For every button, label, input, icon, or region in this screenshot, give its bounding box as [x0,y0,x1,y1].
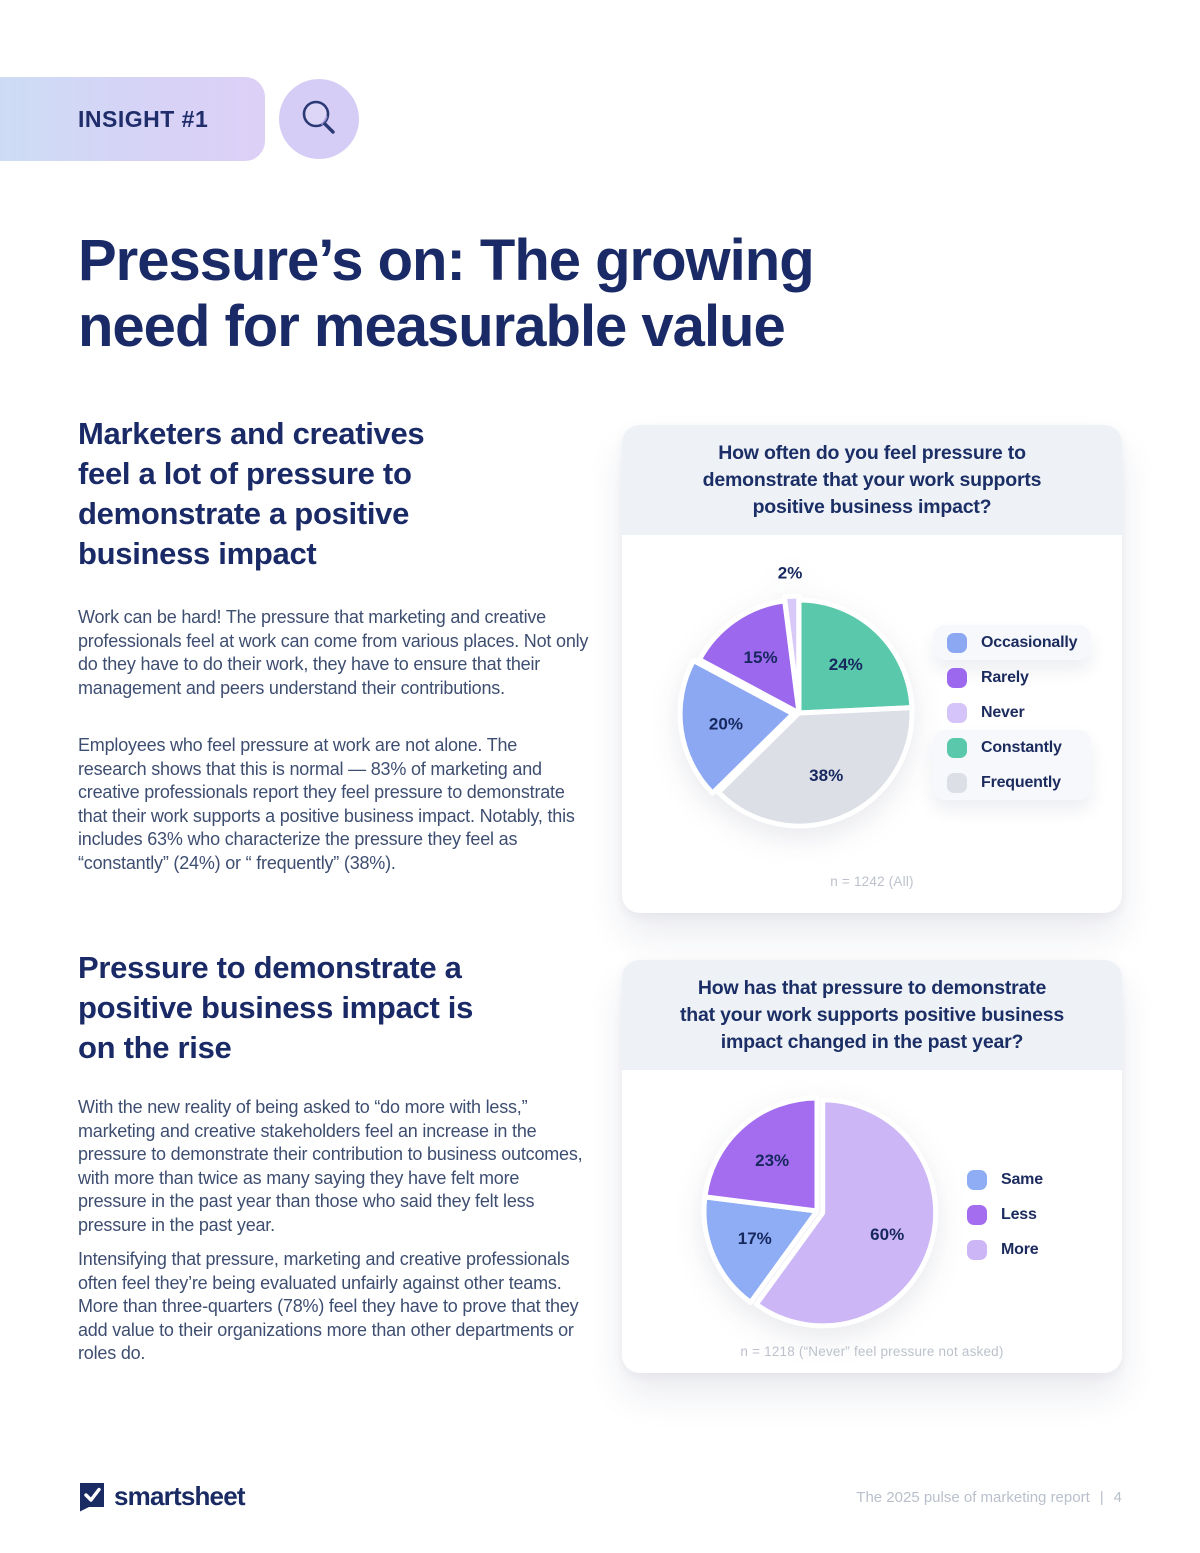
legend-swatch [947,632,967,653]
chart-2-title: How has that pressure to demonstrate tha… [622,960,1122,1070]
legend-item-occasionally: Occasionally [947,625,1078,660]
legend-chip: Constantly Frequently [933,730,1092,800]
legend-swatch [947,667,967,688]
legend-label: Rarely [981,668,1029,686]
footer-report-info: The 2025 pulse of marketing report | 4 [856,1489,1122,1506]
pie-label-less: 23% [755,1151,789,1170]
search-icon-circle [279,79,359,159]
legend-item-more: More [967,1232,1043,1267]
legend-swatch [967,1204,987,1225]
legend-swatch [947,772,967,793]
section-2-heading: Pressure to demonstrate a positive busin… [78,950,474,1065]
section-1-paragraph-2: Employees who feel pressure at work are … [78,735,575,873]
pie-slice-occasionally [677,657,796,796]
pie-label-never: 2% [778,563,803,582]
pie-slice-less [702,1095,820,1214]
footer-report-title: The 2025 pulse of marketing report [856,1489,1090,1506]
legend-label: Never [981,703,1025,721]
pie-label-rarely: 15% [744,648,778,667]
pie-slice-rarely [696,598,802,716]
footer-separator: | [1099,1489,1104,1506]
chart-2-legend: Same Less More [967,1162,1043,1267]
legend-chip: Occasionally [933,625,1092,660]
legend-item-constantly: Constantly [947,730,1077,765]
legend-swatch [947,702,967,723]
pie-label-same: 17% [738,1229,772,1248]
smartsheet-logo-icon [80,1483,104,1512]
legend-item-frequently: Frequently [947,765,1077,800]
legend-item-rarely: Rarely [947,660,1077,695]
legend-label: Frequently [981,773,1061,791]
legend-label: Same [1001,1170,1043,1188]
section-2-paragraph-1: With the new reality of being asked to “… [78,1097,583,1235]
pie-chart-pressure-change: 60% 17% 23% [701,1095,939,1329]
page-title: Pressure’s on: The growing need for meas… [78,228,815,360]
brand-logo: smartsheet [78,1481,246,1512]
chart-1-title: How often do you feel pressure to demons… [622,425,1122,535]
section-1-paragraph-1: Work can be hard! The pressure that mark… [78,607,589,698]
pie-chart-pressure-frequency: 24% 38% 20% 15% 2% [677,563,915,829]
chart-card-pressure-change: How has that pressure to demonstrate tha… [622,960,1122,1373]
section-2-paragraph-2: Intensifying that pressure, marketing an… [78,1249,579,1363]
pie-label-constantly: 24% [829,655,863,674]
pie-slice-never [781,593,802,712]
pie-slice-same [701,1194,820,1305]
insight-badge-label: INSIGHT #1 [78,105,209,132]
page-title-line-2: need for measurable value [78,294,786,359]
legend-item-less: Less [967,1197,1043,1232]
pie-slice-frequently [715,705,915,829]
legend-label: Occasionally [981,633,1078,651]
legend-item-same: Same [967,1162,1043,1197]
legend-swatch [947,737,967,758]
legend-item-never: Never [947,695,1077,730]
section-1-heading: Marketers and creatives feel a lot of pr… [78,416,425,571]
brand-wordmark: smartsheet [114,1481,246,1511]
chart-1-legend: Occasionally Rarely Never Constantly Frequen… [933,625,1092,800]
chart-1-sample-note: n = 1242 (All) [830,874,914,889]
legend-label: Less [1001,1205,1037,1223]
pie-label-frequently: 38% [809,766,843,785]
legend-label: More [1001,1240,1039,1258]
pie-label-more: 60% [870,1225,904,1244]
legend-swatch [967,1169,987,1190]
legend-swatch [967,1239,987,1260]
page-title-line-1: Pressure’s on: The growing [78,228,815,293]
pie-label-occasionally: 20% [709,715,743,734]
insight-badge: INSIGHT #1 [0,77,265,161]
footer-page-number: 4 [1113,1489,1122,1506]
search-icon [302,100,335,134]
pie-slice-more [753,1097,939,1329]
legend-label: Constantly [981,738,1062,756]
chart-2-sample-note: n = 1218 (“Never” feel pressure not aske… [740,1344,1004,1359]
pie-slice-constantly [796,597,915,716]
chart-card-pressure-frequency: How often do you feel pressure to demons… [622,425,1122,913]
